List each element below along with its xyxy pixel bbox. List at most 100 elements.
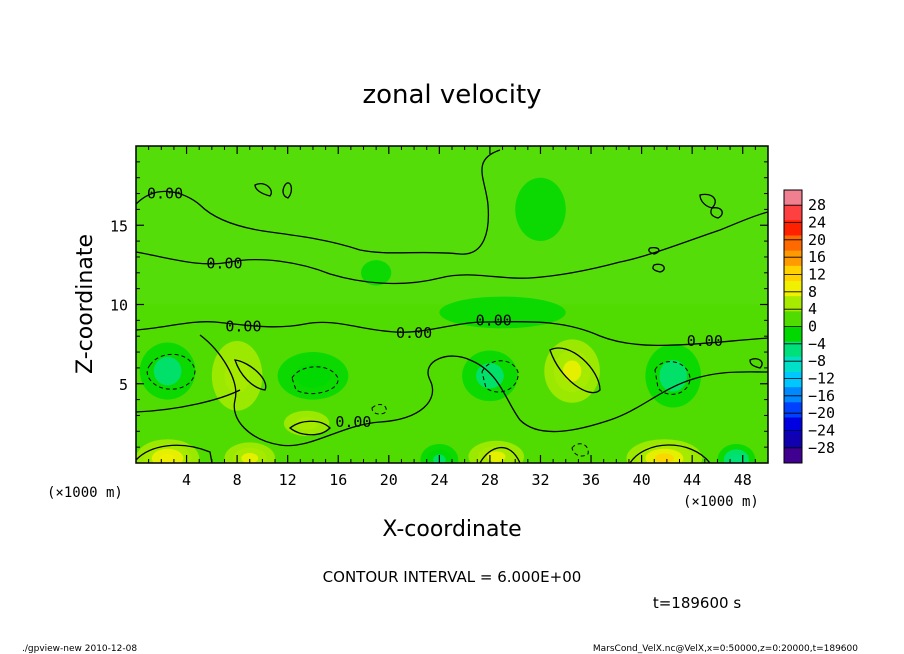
colorbar-swatch bbox=[784, 447, 802, 464]
contour-interval-text: CONTOUR INTERVAL = 6.000E+00 bbox=[323, 568, 582, 586]
zero-contour bbox=[648, 246, 660, 255]
x-tick-label: 12 bbox=[279, 471, 297, 489]
x-tick-label: 44 bbox=[683, 471, 701, 489]
colorbar-label: 16 bbox=[808, 248, 826, 266]
velocity-field bbox=[136, 146, 768, 463]
x-tick-label: 36 bbox=[582, 471, 600, 489]
colorbar-label: −8 bbox=[808, 352, 826, 370]
negative-contour bbox=[654, 361, 691, 395]
negative-contour bbox=[481, 360, 519, 393]
colorbar-swatch bbox=[784, 281, 802, 297]
colorbar-swatch bbox=[784, 205, 802, 221]
zero-contour bbox=[136, 211, 768, 285]
field-blob-positive bbox=[159, 453, 176, 463]
contour-label: 0.00 bbox=[147, 185, 183, 203]
footer-left: ./gpview-new 2010-12-08 bbox=[22, 644, 137, 654]
x-tick-label: 4 bbox=[182, 471, 191, 489]
zero-contour bbox=[652, 263, 665, 273]
colorbar-swatch bbox=[784, 250, 802, 267]
field-blob-negative bbox=[730, 454, 743, 463]
zero-contour bbox=[254, 183, 272, 197]
zero-contour bbox=[288, 420, 331, 436]
zero-contour bbox=[199, 334, 768, 447]
colorbar-swatch bbox=[784, 311, 802, 327]
colorbar-label: −20 bbox=[808, 404, 835, 422]
zero-contour bbox=[710, 207, 723, 219]
x-tick-label: 48 bbox=[734, 471, 752, 489]
colorbar-swatch bbox=[784, 190, 802, 206]
x-tick-label: 20 bbox=[380, 471, 398, 489]
colorbar-label: −16 bbox=[808, 387, 835, 405]
colorbar-label: 28 bbox=[808, 196, 826, 214]
zero-contour bbox=[234, 359, 267, 391]
zero-contour bbox=[549, 347, 601, 394]
colorbar-label: −12 bbox=[808, 370, 835, 388]
field-blob-positive bbox=[654, 453, 674, 463]
contour-label: 0.00 bbox=[476, 311, 512, 329]
zero-contour bbox=[136, 149, 501, 255]
x-tick-label: 40 bbox=[633, 471, 651, 489]
field-blob-negative bbox=[360, 260, 392, 286]
contour-lines bbox=[136, 149, 768, 463]
x-tick-label: 16 bbox=[329, 471, 347, 489]
zero-contour bbox=[136, 444, 213, 463]
field-blob-positive bbox=[295, 417, 319, 430]
colorbar-label: 24 bbox=[808, 214, 826, 232]
field-blob-negative bbox=[295, 363, 331, 388]
y-tick-label: 5 bbox=[119, 376, 128, 394]
x-tick-label: 28 bbox=[481, 471, 499, 489]
x-axis-label: X-coordinate bbox=[382, 517, 521, 542]
field-blob-positive bbox=[241, 452, 259, 463]
colorbar-label: 0 bbox=[808, 318, 817, 336]
colorbar-swatch bbox=[784, 326, 802, 343]
colorbar-swatch bbox=[784, 220, 802, 236]
colorbar-label: 12 bbox=[808, 266, 826, 284]
field-blob-positive bbox=[562, 360, 582, 382]
zero-contour bbox=[282, 182, 293, 199]
y-tick-label: 10 bbox=[110, 297, 128, 315]
x-tick-label: 24 bbox=[430, 471, 448, 489]
field-blob-negative bbox=[153, 356, 182, 386]
colorbar-label: 20 bbox=[808, 231, 826, 249]
contour-label: 0.00 bbox=[396, 324, 432, 342]
chart-title: zonal velocity bbox=[362, 80, 541, 110]
x-axis-ticks: 4 8 12 16 20 24 28 32 36 40 44 48 bbox=[148, 146, 756, 489]
contour-labels: 0.00 0.00 0.00 0.00 0.00 0.00 0.00 bbox=[147, 185, 723, 431]
field-upper-region bbox=[136, 146, 768, 305]
x-tick-label: 8 bbox=[233, 471, 242, 489]
zero-contour bbox=[629, 444, 711, 463]
field-blob-negative bbox=[439, 296, 566, 329]
negative-contour bbox=[291, 366, 339, 394]
x-tick-label: 32 bbox=[531, 471, 549, 489]
colorbar-swatch bbox=[784, 265, 802, 282]
colorbar-swatch bbox=[784, 417, 802, 434]
plot-panel: 0.000.000.00 0.000.000.000.00 4 8 12 16 20 24 2… bbox=[110, 145, 769, 489]
colorbar-label: 4 bbox=[808, 300, 817, 318]
contour-label: 0.00 bbox=[687, 332, 723, 350]
negative-contour bbox=[146, 353, 196, 390]
contour-label: 0.00 bbox=[335, 413, 371, 431]
colorbar-label: 8 bbox=[808, 283, 817, 301]
zero-contour bbox=[136, 320, 768, 347]
colorbar-swatch bbox=[784, 296, 802, 312]
colorbar-label: −24 bbox=[808, 422, 835, 440]
x-left-unit-label: (×1000 m) bbox=[47, 485, 123, 501]
zero-contour bbox=[479, 446, 521, 463]
x-right-unit-label: (×1000 m) bbox=[683, 494, 759, 510]
field-blob-positive bbox=[224, 358, 250, 394]
field-blob-positive bbox=[486, 451, 506, 462]
colorbar-swatch bbox=[784, 372, 802, 388]
colorbar-swatch bbox=[784, 356, 802, 373]
y-axis-label: Z-coordinate bbox=[73, 234, 98, 374]
colorbar-swatch bbox=[784, 387, 802, 403]
y-tick-label: 15 bbox=[110, 217, 128, 235]
time-label: t=189600 s bbox=[653, 594, 741, 612]
zero-contour bbox=[749, 358, 763, 369]
negative-contour bbox=[571, 443, 589, 457]
colorbar-swatch bbox=[784, 432, 802, 449]
contour-label: 0.00 bbox=[225, 318, 261, 336]
y-axis-ticks: 5 10 15 bbox=[110, 161, 768, 448]
footer-right: MarsCond_VelX.nc@VelX,x=0:50000,z=0:2000… bbox=[593, 644, 858, 654]
